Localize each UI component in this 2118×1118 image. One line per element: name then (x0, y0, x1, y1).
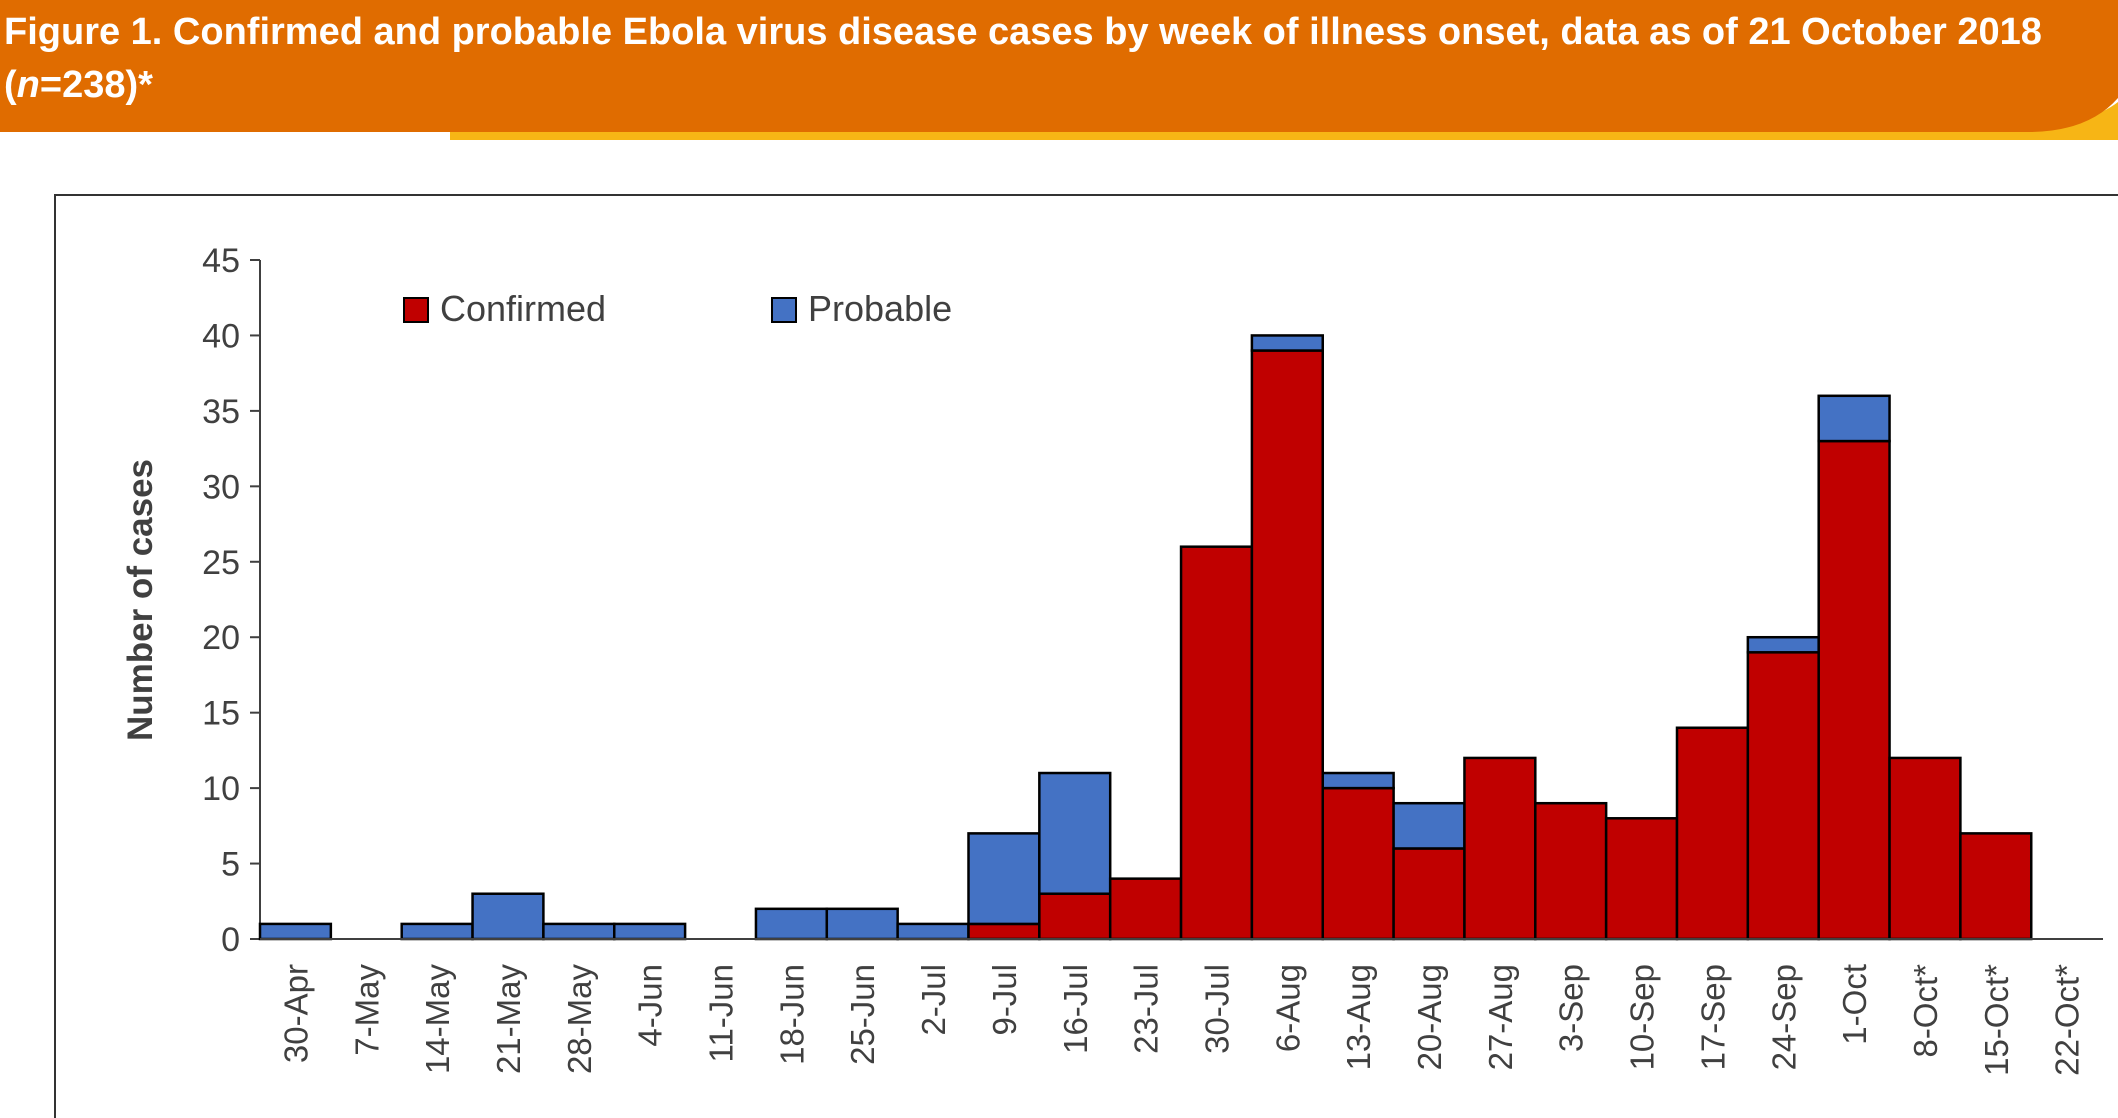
bar-probable-9 (896, 922, 970, 941)
x-tick-label: 18-Jun (773, 964, 810, 1065)
x-tick-label: 20-Aug (1411, 964, 1448, 1070)
y-axis-label: Number of cases (121, 459, 160, 741)
bar-probable-2 (400, 922, 474, 941)
bar-probable-3 (471, 892, 545, 941)
y-tick-label: 25 (202, 544, 240, 582)
x-tick-label: 25-Jun (844, 964, 881, 1065)
bar-confirmed-23 (1888, 756, 1962, 941)
y-tick-label: 5 (221, 846, 240, 884)
bar-confirmed-16 (1392, 847, 1466, 941)
figure-title: Figure 1. Confirmed and probable Ebola v… (4, 6, 2084, 112)
bar-probable-7 (754, 907, 829, 941)
x-tick-label: 11-Jun (703, 964, 740, 1062)
chart-frame (54, 194, 2118, 1118)
x-tick-label: 27-Aug (1482, 964, 1519, 1070)
bar-confirmed-22 (1817, 439, 1891, 941)
bar-probable-8 (825, 907, 899, 941)
bar-confirmed-15 (1321, 786, 1395, 941)
y-tick-label: 30 (202, 468, 240, 506)
bar-confirmed-13 (1179, 545, 1254, 941)
header-orange-band (0, 0, 2118, 132)
bar-confirmed-18 (1534, 801, 1608, 941)
x-tick-label: 14-May (419, 964, 456, 1075)
y-tick-label: 45 (202, 242, 240, 280)
x-tick-label: 2-Jul (915, 964, 952, 1036)
bar-probable-5 (613, 922, 687, 941)
figure-title-prefix: Figure 1. Confirmed and probable Ebola v… (4, 11, 2042, 106)
bar-confirmed-11 (1038, 892, 1112, 941)
x-tick-label: 24-Sep (1765, 964, 1802, 1070)
bar-probable-15 (1321, 771, 1395, 790)
x-tick-label: 7-May (348, 964, 385, 1056)
y-tick-label: 20 (202, 619, 240, 657)
x-tick-label: 15-Oct* (1978, 964, 2015, 1076)
x-tick-label: 1-Oct (1836, 964, 1873, 1045)
bar-probable-16 (1392, 801, 1466, 850)
bar-probable-14 (1250, 334, 1325, 352)
bar-confirmed-10 (967, 922, 1041, 941)
x-tick-label: 22-Oct* (2049, 964, 2086, 1076)
bar-confirmed-17 (1463, 756, 1537, 941)
x-tick-label: 16-Jul (1057, 964, 1094, 1054)
x-tick-label: 28-May (561, 964, 598, 1075)
x-tick-label: 6-Aug (1269, 964, 1306, 1052)
legend-label-probable: Probable (808, 288, 952, 329)
figure-title-italic: n (16, 64, 40, 106)
bar-probable-21 (1746, 635, 1820, 654)
x-tick-label: 23-Jul (1128, 964, 1165, 1054)
x-tick-label: 13-Aug (1340, 964, 1377, 1070)
x-tick-label: 30-Apr (277, 964, 314, 1063)
bar-confirmed-21 (1746, 651, 1820, 941)
header-band (0, 0, 2118, 140)
x-tick-label: 4-Jun (632, 964, 669, 1047)
bar-probable-0 (258, 922, 333, 941)
x-tick-label: 10-Sep (1624, 964, 1661, 1070)
x-tick-label: 21-May (490, 964, 527, 1075)
x-tick-label: 17-Sep (1694, 964, 1731, 1070)
x-tick-label: 9-Jul (986, 964, 1023, 1036)
bar-probable-22 (1817, 394, 1891, 443)
y-tick-label: 40 (202, 317, 240, 355)
legend-swatch-probable (771, 297, 797, 323)
y-tick-label: 10 (202, 770, 240, 808)
bar-confirmed-19 (1604, 817, 1679, 941)
x-tick-label: 8-Oct* (1907, 964, 1944, 1058)
bar-confirmed-14 (1250, 349, 1325, 941)
y-tick-label: 35 (202, 393, 240, 431)
legend-label-confirmed: Confirmed (440, 288, 606, 329)
x-tick-label: 30-Jul (1198, 964, 1235, 1054)
x-tick-label: 3-Sep (1553, 964, 1590, 1052)
bar-confirmed-24 (1959, 832, 2033, 941)
bar-probable-4 (542, 922, 616, 941)
y-tick-label: 15 (202, 695, 240, 733)
legend-swatch-confirmed (403, 297, 429, 323)
bar-probable-10 (967, 832, 1041, 926)
y-tick-label: 0 (221, 921, 240, 959)
bar-probable-11 (1038, 771, 1112, 895)
bar-confirmed-20 (1675, 726, 1750, 941)
bar-confirmed-12 (1108, 877, 1183, 941)
figure-title-suffix: =238)* (39, 64, 153, 106)
